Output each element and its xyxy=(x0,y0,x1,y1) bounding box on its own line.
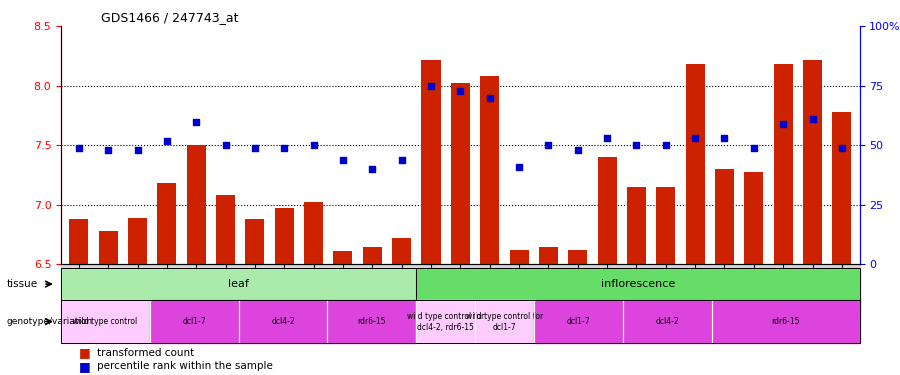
Bar xyxy=(69,219,88,264)
Bar xyxy=(186,146,206,264)
Bar xyxy=(274,209,293,264)
Text: transformed count: transformed count xyxy=(97,348,194,357)
Point xyxy=(747,145,761,151)
Text: GDS1466 / 247743_at: GDS1466 / 247743_at xyxy=(101,11,238,24)
Bar xyxy=(158,183,176,264)
Point xyxy=(717,135,732,141)
Text: ■: ■ xyxy=(79,346,91,359)
Point xyxy=(101,147,115,153)
Bar xyxy=(686,64,705,264)
Bar xyxy=(392,238,411,264)
Point xyxy=(189,118,203,124)
Text: leaf: leaf xyxy=(229,279,249,289)
Point xyxy=(365,166,380,172)
Bar xyxy=(481,76,500,264)
Bar xyxy=(99,231,118,264)
Point xyxy=(424,83,438,89)
Text: dcl1-7: dcl1-7 xyxy=(183,317,206,326)
Point xyxy=(277,145,292,151)
Point xyxy=(219,142,233,148)
Text: tissue: tissue xyxy=(6,279,38,289)
Text: rdr6-15: rdr6-15 xyxy=(771,317,800,326)
Point xyxy=(806,116,820,122)
Text: percentile rank within the sample: percentile rank within the sample xyxy=(97,362,273,371)
Text: dcl4-2: dcl4-2 xyxy=(655,317,680,326)
Text: dcl4-2: dcl4-2 xyxy=(271,317,295,326)
Bar xyxy=(451,83,470,264)
Bar xyxy=(656,187,675,264)
Point xyxy=(336,157,350,163)
Bar xyxy=(509,250,528,264)
Point xyxy=(394,157,409,163)
Point xyxy=(688,135,702,141)
Bar xyxy=(333,251,353,264)
Text: ■: ■ xyxy=(79,360,91,373)
Text: genotype/variation: genotype/variation xyxy=(6,317,93,326)
Point xyxy=(482,95,497,101)
Bar xyxy=(304,202,323,264)
Bar xyxy=(421,60,440,264)
Bar xyxy=(744,171,763,264)
Point xyxy=(571,147,585,153)
Bar xyxy=(246,219,265,264)
Bar xyxy=(598,157,616,264)
Text: wild type control for
dcl1-7: wild type control for dcl1-7 xyxy=(466,312,544,332)
Bar xyxy=(216,195,235,264)
Bar xyxy=(627,187,646,264)
Bar xyxy=(363,246,382,264)
Point xyxy=(541,142,555,148)
Point xyxy=(130,147,145,153)
Point xyxy=(453,87,468,93)
Point xyxy=(306,142,320,148)
Bar xyxy=(832,112,851,264)
Point xyxy=(776,121,790,127)
Bar xyxy=(539,246,558,264)
Bar xyxy=(803,60,822,264)
Text: rdr6-15: rdr6-15 xyxy=(357,317,386,326)
Text: inflorescence: inflorescence xyxy=(600,279,675,289)
Bar xyxy=(715,169,734,264)
Point xyxy=(600,135,615,141)
Point xyxy=(512,164,526,170)
Text: dcl1-7: dcl1-7 xyxy=(567,317,590,326)
Bar xyxy=(128,218,147,264)
Point xyxy=(159,138,174,144)
Point xyxy=(248,145,262,151)
Point xyxy=(659,142,673,148)
Text: wild type control: wild type control xyxy=(74,317,138,326)
Point xyxy=(629,142,643,148)
Text: wild type control for
dcl4-2, rdr6-15: wild type control for dcl4-2, rdr6-15 xyxy=(407,312,484,332)
Bar xyxy=(774,64,793,264)
Bar xyxy=(568,250,588,264)
Point xyxy=(834,145,849,151)
Point xyxy=(72,145,86,151)
